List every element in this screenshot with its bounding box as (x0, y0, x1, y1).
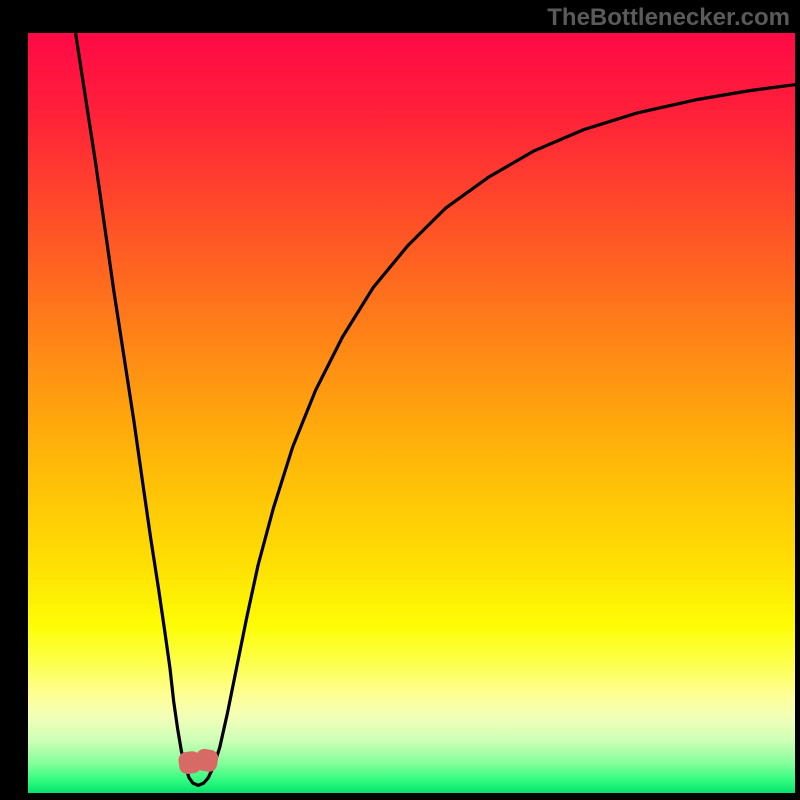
curve-layer (28, 33, 795, 793)
plot-area (28, 33, 795, 793)
bottleneck-curve (76, 33, 795, 785)
watermark-text: TheBottlenecker.com (547, 4, 790, 32)
